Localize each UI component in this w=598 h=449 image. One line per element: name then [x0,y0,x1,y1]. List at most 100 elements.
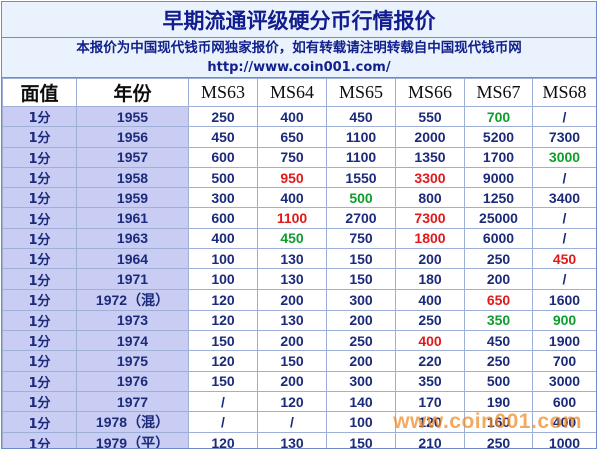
price-cell-ms64: 450 [257,227,327,250]
denomination-cell: 1分 [2,146,77,168]
price-cell-ms66: 1800 [395,227,465,250]
price-cell-ms63: 100 [188,248,258,270]
price-cell-ms68: / [532,207,596,229]
price-cell-ms66: 3300 [395,166,465,189]
price-cell-ms65: 100 [326,411,396,434]
price-cell-ms67: 9000 [464,166,533,189]
price-cell-ms63: / [188,390,258,413]
price-cell-ms67: 700 [464,105,533,128]
year-cell: 1977 [76,390,189,413]
column-header-year: 年份 [76,78,189,107]
price-cell-ms67: 25000 [464,207,533,229]
year-cell: 1978（混） [76,411,189,434]
page-title: 早期流通评级硬分币行情报价 [2,2,596,38]
price-cell-ms67: 500 [464,370,533,392]
denomination-cell: 1分 [2,288,77,311]
source-url-link[interactable]: http://www.coin001.com/ [207,59,391,75]
denomination-cell: 1分 [2,248,77,270]
column-header-ms66: MS66 [395,78,465,107]
price-cell-ms66: 550 [395,105,465,128]
denomination-cell: 1分 [2,227,77,250]
price-cell-ms64: 130 [257,268,327,290]
column-header-ms68: MS68 [532,78,596,107]
price-cell-ms64: 400 [257,187,327,209]
table-row: 1分 1956 450 650 1100 2000 5200 7300 [2,126,596,148]
year-cell: 1956 [76,126,189,148]
price-cell-ms65: 1100 [326,126,396,148]
price-cell-ms68: / [532,105,596,128]
table-row: 1分 1958 500 950 1550 3300 9000/ [2,166,596,189]
price-cell-ms65: 300 [326,370,396,392]
price-cell-ms65: 150 [326,248,396,270]
table-row: 1分 1961 600 1100 2700 7300 25000/ [2,207,596,229]
year-cell: 1964 [76,248,189,270]
price-cell-ms68: 1600 [532,288,596,311]
price-cell-ms68: 450 [532,248,596,270]
price-cell-ms64: 200 [257,288,327,311]
year-cell: 1979（平） [76,432,189,448]
price-cell-ms66: 200 [395,248,465,270]
year-cell: 1959 [76,187,189,209]
year-cell: 1973 [76,309,189,331]
price-cell-ms64: 400 [257,105,327,128]
table-row: 1分 1971 100 130 150 180 200/ [2,268,596,290]
price-cell-ms64: / [257,411,327,434]
price-cell-ms67: 250 [464,350,533,372]
price-cell-ms63: 600 [188,146,258,168]
year-cell: 1971 [76,268,189,290]
table-header-row: 面值 年份 MS63 MS64 MS65 MS66 MS67 MS68 [2,78,596,107]
price-cell-ms66: 800 [395,187,465,209]
price-cell-ms64: 1100 [257,207,327,229]
price-cell-ms68: / [532,268,596,290]
year-cell: 1976 [76,370,189,392]
price-cell-ms68: 700 [532,350,596,372]
price-cell-ms67: 250 [464,248,533,270]
price-cell-ms65: 250 [326,329,396,352]
price-cell-ms65: 500 [326,187,396,209]
price-cell-ms68: 7300 [532,126,596,148]
year-cell: 1958 [76,166,189,189]
year-cell: 1974 [76,329,189,352]
year-cell: 1972（混） [76,288,189,311]
price-cell-ms65: 450 [326,105,396,128]
price-cell-ms66: 220 [395,350,465,372]
copyright-notice: 本报价为中国现代钱币网独家报价，如有转载请注明转载自中国现代钱币网 http:/… [2,38,596,78]
price-cell-ms64: 200 [257,329,327,352]
table-row: 1分 1973 120 130 200 250 350 900 [2,309,596,331]
price-cell-ms65: 1100 [326,146,396,168]
table-row: 1分 1974 150 200 250 400 450 1900 [2,329,596,352]
price-cell-ms63: 500 [188,166,258,189]
price-cell-ms65: 2700 [326,207,396,229]
column-header-denomination: 面值 [2,78,77,107]
price-cell-ms63: 120 [188,432,258,448]
year-cell: 1975 [76,350,189,372]
price-cell-ms68: 400 [532,411,596,434]
price-cell-ms65: 200 [326,350,396,372]
denomination-cell: 1分 [2,187,77,209]
price-cell-ms67: 5200 [464,126,533,148]
price-cell-ms66: 400 [395,288,465,311]
price-cell-ms63: 120 [188,350,258,372]
price-cell-ms66: 170 [395,390,465,413]
price-cell-ms66: 120 [395,411,465,434]
price-cell-ms67: 450 [464,329,533,352]
column-header-ms65: MS65 [326,78,396,107]
column-header-ms64: MS64 [257,78,327,107]
table-row: 1分 1976 150 200 300 350 500 3000 [2,370,596,392]
price-cell-ms64: 130 [257,248,327,270]
price-cell-ms63: 150 [188,370,258,392]
price-cell-ms66: 210 [395,432,465,448]
price-cell-ms65: 150 [326,432,396,448]
price-cell-ms68: 1000 [532,432,596,448]
price-cell-ms64: 130 [257,309,327,331]
table-row: 1分 1959 300 400 500 800 1250 3400 [2,187,596,209]
notice-text: 本报价为中国现代钱币网独家报价，如有转载请注明转载自中国现代钱币网 [76,39,522,56]
denomination-cell: 1分 [2,329,77,352]
denomination-cell: 1分 [2,309,77,331]
price-cell-ms68: 1900 [532,329,596,352]
price-cell-ms63: / [188,411,258,434]
price-cell-ms64: 120 [257,390,327,413]
denomination-cell: 1分 [2,207,77,229]
price-cell-ms64: 130 [257,432,327,448]
price-cell-ms63: 250 [188,105,258,128]
